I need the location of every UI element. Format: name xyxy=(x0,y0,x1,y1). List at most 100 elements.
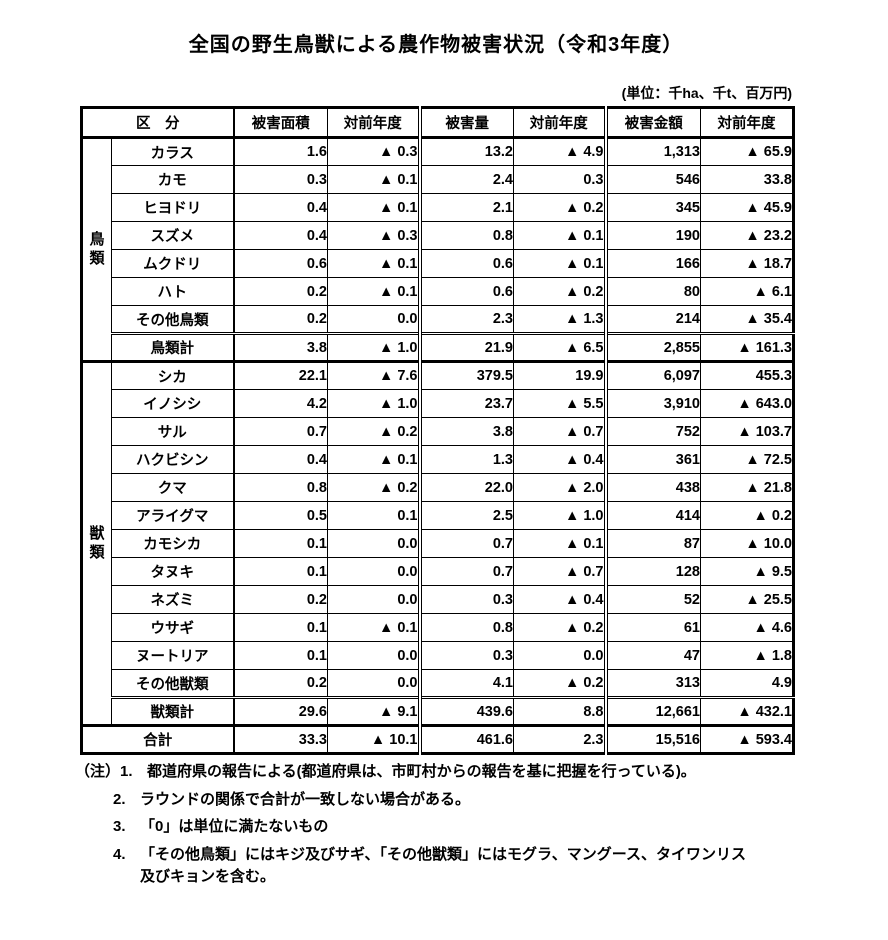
note-item: 2. ラウンドの関係で合計が一致しない場合がある。 xyxy=(75,789,855,812)
data-cell: 0.1 xyxy=(232,613,328,642)
table-row: ハト 0.2 ▲ 0.1 0.6 ▲ 0.2 80 ▲ 6.1 xyxy=(82,277,794,306)
data-cell: ▲ 25.5 xyxy=(700,585,794,614)
data-cell: 21.9 xyxy=(417,332,514,362)
data-cell: 1,313 xyxy=(603,136,701,166)
data-cell: ▲ 0.2 xyxy=(327,473,420,502)
table-row: 獣類計 29.6 ▲ 9.1 439.6 8.8 12,661 ▲ 432.1 xyxy=(82,696,794,726)
data-cell: 6,097 xyxy=(603,360,701,390)
note-number: 2. xyxy=(113,790,126,808)
data-cell: 0.0 xyxy=(327,305,420,334)
data-cell: 0.5 xyxy=(232,501,328,530)
notes-section: （注） 1. 都道府県の報告による(都道府県は、市町村からの報告を基に把握を行ってい… xyxy=(75,761,855,889)
data-cell: 0.3 xyxy=(232,165,328,194)
table-row: その他鳥類 0.2 0.0 2.3 ▲ 1.3 214 ▲ 35.4 xyxy=(82,305,794,334)
data-cell: 47 xyxy=(603,641,701,670)
data-cell: ▲ 0.1 xyxy=(327,445,420,474)
data-cell: ▲ 0.7 xyxy=(513,557,606,586)
data-cell: ▲ 0.2 xyxy=(513,193,606,222)
unit-note: (単位：千ha、千t、百万円) xyxy=(621,85,792,101)
data-cell: 0.0 xyxy=(327,557,420,586)
note-text: ラウンドの関係で合計が一致しない場合がある。 xyxy=(140,790,471,808)
group-label: 鳥類 xyxy=(89,230,105,267)
note-prefix xyxy=(75,789,113,812)
document-page: 全国の野生鳥獣による農作物被害状況（令和3年度） (単位：千ha、千t、百万円)… xyxy=(75,0,795,889)
data-cell: ▲ 0.2 xyxy=(513,613,606,642)
data-cell: ▲ 1.0 xyxy=(327,332,420,362)
data-cell: 0.0 xyxy=(513,641,606,670)
note-text: 都道府県の報告による(都道府県は、市町村からの報告を基に把握を行っている)。 xyxy=(147,763,696,780)
row-label: 鳥類計 xyxy=(111,332,234,362)
column-header-damage-volume: 被害量 xyxy=(417,107,514,139)
data-cell: ▲ 2.0 xyxy=(513,473,606,502)
data-cell: 0.8 xyxy=(417,613,514,642)
data-cell: 12,661 xyxy=(603,696,701,726)
note-number: 3. xyxy=(113,818,126,835)
data-cell: ▲ 0.3 xyxy=(327,221,420,250)
row-label: クマ xyxy=(111,473,234,502)
data-cell: 1.6 xyxy=(232,136,328,166)
data-cell: 2.3 xyxy=(417,305,514,334)
data-cell: ▲ 1.0 xyxy=(513,501,606,530)
row-label: ネズミ xyxy=(111,585,234,614)
row-label: その他獣類 xyxy=(111,669,234,698)
data-cell: 3,910 xyxy=(603,389,701,418)
column-header-yoy-amount: 対前年度 xyxy=(700,107,794,139)
table-row: 鳥類計 3.8 ▲ 1.0 21.9 ▲ 6.5 2,855 ▲ 161.3 xyxy=(82,332,794,362)
data-cell: ▲ 0.1 xyxy=(327,165,420,194)
data-cell: 379.5 xyxy=(417,360,514,390)
data-cell: 0.8 xyxy=(232,473,328,502)
data-cell: 546 xyxy=(603,165,701,194)
table-row: カモ 0.3 ▲ 0.1 2.4 0.3 546 33.8 xyxy=(82,165,794,194)
data-cell: ▲ 0.1 xyxy=(327,277,420,306)
data-cell: 455.3 xyxy=(700,360,794,390)
data-cell: ▲ 0.1 xyxy=(327,249,420,278)
data-cell: 361 xyxy=(603,445,701,474)
note-item: （注） 1. 都道府県の報告による(都道府県は、市町村からの報告を基に把握を行ってい… xyxy=(75,761,855,784)
data-cell: ▲ 1.3 xyxy=(513,305,606,334)
row-label: ハト xyxy=(111,277,234,306)
row-label: タヌキ xyxy=(111,557,234,586)
data-cell: 0.2 xyxy=(232,305,328,334)
data-cell: ▲ 643.0 xyxy=(700,389,794,418)
note-number: 1. xyxy=(120,763,133,780)
group-label: 獣類 xyxy=(89,524,105,561)
data-cell: 15,516 xyxy=(603,724,701,754)
data-cell: ▲ 0.1 xyxy=(513,221,606,250)
data-cell: 0.6 xyxy=(232,249,328,278)
column-header-damage-amount: 被害金額 xyxy=(603,107,701,139)
data-cell: 2.1 xyxy=(417,193,514,222)
table-body: 鳥類 カラス 1.6 ▲ 0.3 13.2 ▲ 4.9 1,313 ▲ 65.9 カモ 0.3 ▲ … xyxy=(81,136,794,754)
row-label: スズメ xyxy=(111,221,234,250)
data-cell: 0.4 xyxy=(232,193,328,222)
data-cell: ▲ 0.7 xyxy=(513,417,606,446)
note-text: 「その他鳥類」にはキジ及びサギ、「その他獣類」にはモグラ、マングース、タイワンリ… xyxy=(140,845,747,886)
table-row: タヌキ 0.1 0.0 0.7 ▲ 0.7 128 ▲ 9.5 xyxy=(82,557,794,586)
data-cell: ▲ 7.6 xyxy=(327,360,420,390)
row-label: サル xyxy=(111,417,234,446)
row-label: シカ xyxy=(111,360,234,390)
data-cell: 22.0 xyxy=(417,473,514,502)
data-cell: 128 xyxy=(603,557,701,586)
data-cell: 61 xyxy=(603,613,701,642)
data-cell: 0.2 xyxy=(232,669,328,698)
data-cell: ▲ 161.3 xyxy=(700,332,794,362)
table-row: ムクドリ 0.6 ▲ 0.1 0.6 ▲ 0.1 166 ▲ 18.7 xyxy=(82,249,794,278)
note-prefix xyxy=(75,844,113,889)
data-cell: ▲ 9.5 xyxy=(700,557,794,586)
data-cell: ▲ 10.0 xyxy=(700,529,794,558)
column-header-category: 区 分 xyxy=(81,107,234,139)
data-cell: 439.6 xyxy=(417,696,514,726)
data-cell: 29.6 xyxy=(232,696,328,726)
data-cell: ▲ 5.5 xyxy=(513,389,606,418)
table-header: 区 分 被害面積 対前年度 被害量 対前年度 被害金額 対前年度 xyxy=(81,107,794,139)
damage-table: 区 分 被害面積 対前年度 被害量 対前年度 被害金額 対前年度 鳥類 カラス 1.… xyxy=(80,106,795,755)
data-cell: 0.4 xyxy=(232,445,328,474)
note-item: 3. 「0」は単位に満たないもの xyxy=(75,816,855,839)
data-cell: 3.8 xyxy=(417,417,514,446)
column-header-yoy-area: 対前年度 xyxy=(327,107,420,139)
note-text: 「0」は単位に満たないもの xyxy=(140,818,329,835)
data-cell: ▲ 0.4 xyxy=(513,445,606,474)
data-cell: 3.8 xyxy=(232,332,328,362)
data-cell: 0.1 xyxy=(232,557,328,586)
data-cell: 0.2 xyxy=(232,277,328,306)
